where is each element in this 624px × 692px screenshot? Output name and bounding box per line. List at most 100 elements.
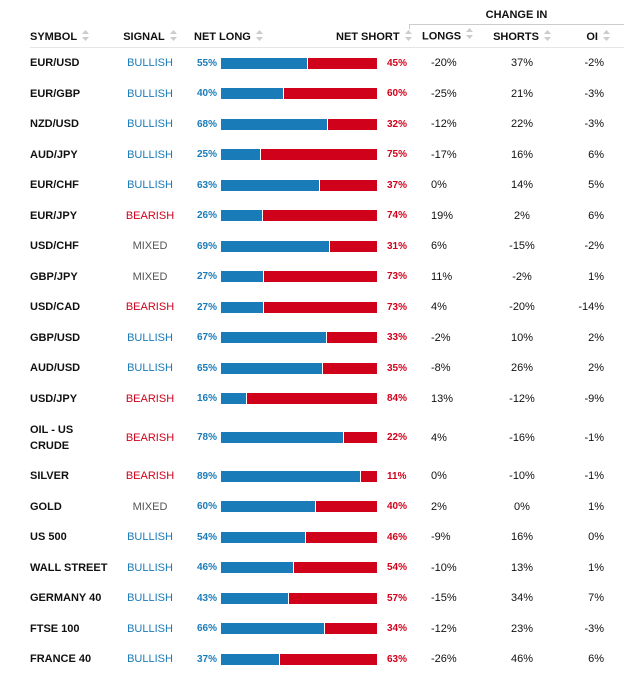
net-short-value: 54% — [387, 562, 408, 574]
sort-arrows-icon[interactable] — [603, 30, 610, 42]
change-in-group-header: CHANGE IN — [409, 0, 624, 29]
sentiment-bar-cell — [221, 170, 377, 201]
column-header-net-long[interactable]: NET LONG — [188, 26, 377, 48]
column-label: SHORTS — [493, 30, 539, 43]
net-long-value: 63% — [197, 179, 218, 191]
table-row[interactable]: EUR/USD BULLISH 55% 45% -20% 37% -2% — [30, 48, 624, 79]
table-row[interactable]: OIL - US CRUDE BEARISH 78% 22% 4% -16% -1% — [30, 414, 624, 461]
signal-label: MIXED — [132, 270, 168, 283]
symbol-link[interactable]: GBP/JPY — [30, 262, 112, 293]
table-row[interactable]: USD/CAD BEARISH 27% 73% 4% -20% -14% — [30, 292, 624, 323]
table-row[interactable]: NZD/USD BULLISH 68% 32% -12% 22% -3% — [30, 109, 624, 140]
symbol-link[interactable]: GOLD — [30, 492, 112, 523]
change-oi-value: -1% — [584, 431, 604, 444]
net-short-bar — [323, 362, 377, 374]
symbol-link[interactable]: EUR/USD — [30, 48, 112, 79]
net-long-value: 16% — [197, 393, 218, 405]
net-long-value: 65% — [197, 362, 218, 374]
group-divider — [409, 24, 624, 25]
net-short-value: 31% — [387, 240, 408, 252]
sort-arrows-icon[interactable] — [404, 30, 412, 42]
sort-arrows-icon[interactable] — [466, 26, 474, 47]
table-row[interactable]: AUD/USD BULLISH 65% 35% -8% 26% 2% — [30, 353, 624, 384]
symbol-link[interactable]: OIL - US CRUDE — [30, 414, 112, 461]
header-row: SYMBOL SIGNAL NET LONG NET SHORT SHORTS … — [30, 26, 624, 48]
table-row[interactable]: SILVER BEARISH 89% 11% 0% -10% -1% — [30, 461, 624, 492]
symbol-link[interactable]: EUR/CHF — [30, 170, 112, 201]
symbol-link[interactable]: US 500 — [30, 522, 112, 553]
sort-arrows-icon[interactable] — [169, 30, 177, 42]
net-long-value: 69% — [197, 240, 218, 252]
table-row[interactable]: USD/JPY BEARISH 16% 84% 13% -12% -9% — [30, 384, 624, 415]
net-long-value: 37% — [197, 653, 218, 665]
sentiment-bar-cell — [221, 384, 377, 415]
net-short-value: 11% — [387, 470, 407, 482]
symbol-label: EUR/CHF — [30, 179, 79, 192]
sentiment-bar — [221, 393, 377, 405]
net-long-value: 67% — [197, 332, 218, 344]
symbol-link[interactable]: FRANCE 40 — [30, 644, 112, 675]
net-short-value: 75% — [387, 149, 408, 161]
symbol-link[interactable]: USD/CAD — [30, 292, 112, 323]
net-short-bar — [284, 88, 377, 100]
net-long-value: 26% — [197, 210, 218, 222]
symbol-link[interactable]: USD/CHF — [30, 231, 112, 262]
table-row[interactable]: GBP/USD BULLISH 67% 33% -2% 10% 2% — [30, 323, 624, 354]
sentiment-bar — [221, 470, 377, 482]
net-short-bar — [293, 562, 377, 574]
net-long-bar — [221, 332, 326, 344]
column-header-longs[interactable]: LONGS — [422, 26, 474, 47]
sort-arrows-icon[interactable] — [543, 30, 551, 42]
symbol-link[interactable]: USD/JPY — [30, 384, 112, 415]
column-header-signal[interactable]: SIGNAL — [112, 26, 188, 48]
net-long-bar — [221, 57, 307, 69]
sentiment-bar — [221, 301, 377, 313]
table-row[interactable]: EUR/CHF BULLISH 63% 37% 0% 14% 5% — [30, 170, 624, 201]
table-row[interactable]: USD/CHF MIXED 69% 31% 6% -15% -2% — [30, 231, 624, 262]
symbol-link[interactable]: AUD/USD — [30, 353, 112, 384]
table-row[interactable]: GBP/JPY MIXED 27% 73% 11% -2% 1% — [30, 262, 624, 293]
signal-label: BULLISH — [127, 622, 173, 635]
symbol-link[interactable]: FTSE 100 — [30, 614, 112, 645]
symbol-link[interactable]: AUD/JPY — [30, 140, 112, 171]
sentiment-bar — [221, 179, 377, 191]
sort-arrows-icon[interactable] — [82, 30, 90, 42]
table-row[interactable]: EUR/GBP BULLISH 40% 60% -25% 21% -3% — [30, 79, 624, 110]
table-row[interactable]: US 500 BULLISH 54% 46% -9% 16% 0% — [30, 522, 624, 553]
symbol-link[interactable]: GERMANY 40 — [30, 583, 112, 614]
change-longs-value: 4% — [431, 301, 447, 314]
signal-label: BEARISH — [125, 470, 175, 483]
symbol-link[interactable]: GBP/USD — [30, 323, 112, 354]
table-row[interactable]: EUR/JPY BEARISH 26% 74% 19% 2% 6% — [30, 201, 624, 232]
table-row[interactable]: WALL STREET BULLISH 46% 54% -10% 13% 1% — [30, 553, 624, 584]
change-longs-value: 4% — [431, 431, 447, 444]
column-header-oi[interactable]: OI — [556, 26, 624, 48]
table-row[interactable]: AUD/JPY BULLISH 25% 75% -17% 16% 6% — [30, 140, 624, 171]
sentiment-bar — [221, 210, 377, 222]
table-row[interactable]: FRANCE 40 BULLISH 37% 63% -26% 46% 6% — [30, 644, 624, 675]
table-row[interactable]: GOLD MIXED 60% 40% 2% 0% 1% — [30, 492, 624, 523]
symbol-link[interactable]: EUR/GBP — [30, 79, 112, 110]
net-long-bar — [221, 432, 343, 443]
column-header-net-short[interactable]: NET SHORT — [336, 26, 488, 48]
column-header-shorts[interactable]: SHORTS — [488, 26, 556, 48]
table-row[interactable]: GERMANY 40 BULLISH 43% 57% -15% 34% 7% — [30, 583, 624, 614]
symbol-label: SILVER — [30, 470, 69, 483]
change-oi-value: 5% — [588, 179, 604, 192]
net-short-bar — [343, 432, 377, 443]
net-long-bar — [221, 531, 306, 543]
change-oi-value: 6% — [588, 653, 604, 666]
symbol-link[interactable]: WALL STREET — [30, 553, 112, 584]
net-long-value: 40% — [197, 88, 218, 100]
column-header-symbol[interactable]: SYMBOL — [30, 26, 112, 48]
net-long-bar — [221, 271, 264, 283]
sort-arrows-icon[interactable] — [255, 30, 263, 42]
change-shorts-value: -15% — [509, 240, 535, 253]
table-row[interactable]: FTSE 100 BULLISH 66% 34% -12% 23% -3% — [30, 614, 624, 645]
symbol-link[interactable]: EUR/JPY — [30, 201, 112, 232]
symbol-link[interactable]: NZD/USD — [30, 109, 112, 140]
sentiment-bar — [221, 332, 377, 344]
symbol-link[interactable]: SILVER — [30, 461, 112, 492]
signal-label: BEARISH — [125, 301, 175, 314]
net-short-bar — [261, 149, 377, 161]
